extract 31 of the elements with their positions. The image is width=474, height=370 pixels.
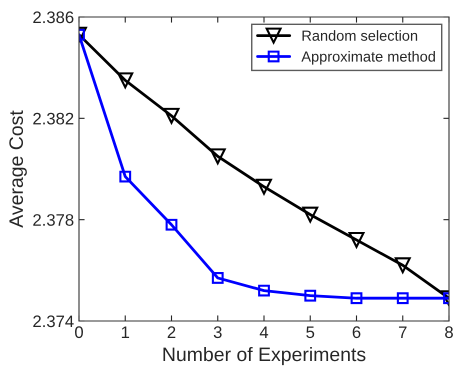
point	[166, 218, 178, 231]
point	[304, 290, 316, 302]
point	[119, 170, 132, 183]
y-tick-label: 2.374	[33, 315, 74, 328]
y-axis-title: Average Cost	[9, 110, 27, 228]
x-axis-title: Number of Experiments	[163, 346, 366, 366]
x-tick-label: 0	[75, 326, 83, 338]
legend-label: Approximate method	[301, 51, 435, 65]
x-tick-label: 3	[214, 326, 222, 338]
x-tick-label: 8	[445, 326, 453, 338]
point	[117, 72, 134, 88]
point	[396, 292, 409, 304]
x-tick-label: 4	[260, 326, 268, 338]
point	[164, 108, 180, 124]
x-tick-label: 7	[398, 326, 407, 338]
point	[256, 178, 272, 195]
legend-label: Random selection	[302, 30, 418, 41]
point	[210, 148, 226, 164]
x-tick-label: 1	[122, 326, 130, 338]
point	[258, 284, 270, 297]
y-tick-label: 2.378	[33, 214, 74, 226]
y-tick-label: 2.386	[33, 11, 74, 24]
x-tick-label: 5	[306, 326, 314, 338]
x-tick-label: 6	[352, 326, 360, 338]
point	[212, 272, 224, 284]
point	[348, 232, 364, 248]
point	[302, 206, 318, 223]
point	[350, 292, 362, 304]
y-tick-label: 2.382	[33, 112, 74, 125]
point	[394, 257, 411, 274]
x-tick-label: 2	[168, 326, 176, 338]
